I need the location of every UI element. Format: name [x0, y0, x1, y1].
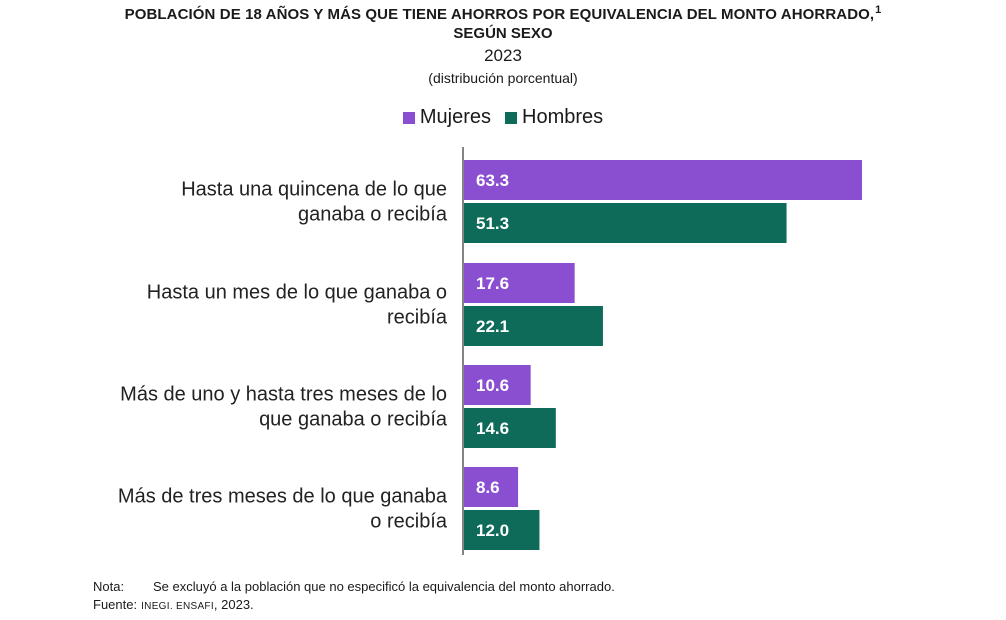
category-label-line: recibía: [387, 307, 448, 329]
category-label: Más de uno y hasta tres meses de lo que g…: [120, 384, 448, 431]
footnote-nota-text: Se excluyó a la población que no especif…: [153, 579, 615, 594]
footnote-nota: Nota: Se excluyó a la población que no es…: [93, 579, 615, 594]
category-label-line: Más de uno y hasta tres meses de lo: [120, 384, 447, 406]
footnote-fuente-org: INEGI. ENSAFI: [141, 601, 214, 612]
chart-title-line2: SEGÚN SEXO: [453, 25, 553, 42]
bar-value-label: 22.1: [476, 317, 509, 336]
legend-label-hombres: Hombres: [522, 106, 604, 128]
bar-hombres: [464, 408, 556, 448]
bar-mujeres: [464, 365, 531, 405]
category-label: Más de tres meses de lo que ganaba o reci…: [118, 486, 448, 533]
bar-value-label: 10.6: [476, 376, 509, 395]
bar-mujeres: [464, 467, 519, 507]
bar-hombres: [464, 203, 787, 243]
legend-swatch-mujeres: [402, 111, 415, 124]
chart-title: POBLACIÓN DE 18 AÑOS Y MÁS QUE TIENE AHO…: [0, 4, 1006, 23]
chart-title-text: POBLACIÓN DE 18 AÑOS Y MÁS QUE TIENE AHO…: [124, 6, 875, 23]
bar-value-label: 51.3: [476, 214, 509, 233]
category-label-line: Hasta un mes de lo que ganaba o: [147, 282, 447, 304]
footnote-nota-key: Nota:: [93, 579, 125, 594]
legend-swatch-hombres: [505, 111, 517, 124]
legend-label-mujeres: Mujeres: [419, 106, 491, 128]
category-label: Hasta una quincena de lo que ganaba o rec…: [181, 179, 448, 226]
footnote-fuente: Fuente: INEGI. ENSAFI, 2023.: [93, 597, 254, 612]
bar-value-label: 12.0: [476, 521, 509, 540]
bar-value-label: 17.6: [476, 274, 509, 293]
bar-mujeres: [464, 160, 862, 200]
bar-mujeres: [464, 263, 575, 303]
legend-item-hombres: Hombres: [505, 106, 603, 129]
bar-hombres: [464, 306, 603, 346]
bar-value-label: 8.6: [476, 478, 500, 497]
footnote-fuente-key: Fuente:: [93, 597, 138, 612]
footnote-fuente-year: , 2023.: [213, 597, 254, 612]
category-label-line: Más de tres meses de lo que ganaba: [118, 486, 448, 508]
category-label-line: ganaba o recibía: [298, 204, 448, 226]
category-label-line: o recibía: [370, 511, 448, 533]
legend: Mujeres Hombres: [0, 106, 1006, 129]
category-label-line: Hasta una quincena de lo que: [181, 179, 447, 201]
legend-item-mujeres: Mujeres: [402, 106, 491, 129]
bar-value-label: 63.3: [476, 171, 509, 190]
category-label: Hasta un mes de lo que ganaba o recibía: [147, 282, 448, 329]
bar-hombres: [464, 510, 540, 550]
category-label-line: que ganaba o recibía: [259, 409, 448, 431]
bar-value-label: 14.6: [476, 419, 509, 438]
chart-subtitle-year: 2023: [484, 46, 522, 65]
chart-unit-label: (distribución porcentual): [428, 70, 578, 86]
title-footnote-marker: 1: [875, 4, 882, 16]
